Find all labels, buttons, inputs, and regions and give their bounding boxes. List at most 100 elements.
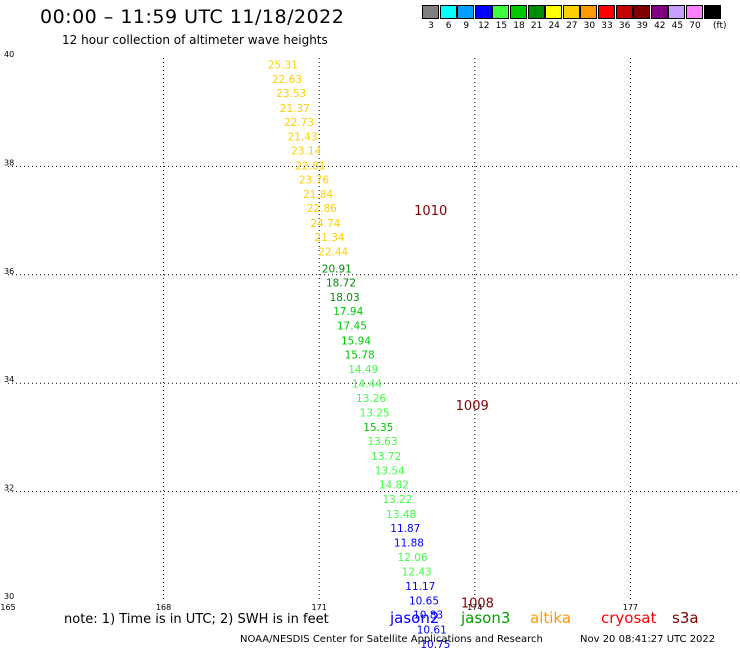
wave-height-value: 12.06 <box>398 552 428 564</box>
satellite-legend-jason2: jason2 <box>390 609 440 627</box>
wave-height-value: 21.43 <box>288 132 318 144</box>
wave-height-value: 10.83 <box>413 610 443 622</box>
wave-height-value: 13.63 <box>367 436 397 448</box>
lat-tick-label: 40 <box>4 50 14 59</box>
lat-tick-label: 36 <box>4 267 14 276</box>
page-title: 00:00 – 11:59 UTC 11/18/2022 <box>40 6 345 28</box>
wave-height-value: 21.34 <box>315 232 345 244</box>
color-scale-swatch <box>650 5 668 19</box>
lon-tick-label: 174 <box>467 603 482 612</box>
lat-tick-label: 38 <box>4 158 14 167</box>
footer-source: NOAA/NESDIS Center for Satellite Applica… <box>240 634 543 645</box>
wave-height-value: 25.31 <box>268 60 298 72</box>
page-subtitle: 12 hour collection of altimeter wave hei… <box>62 33 328 47</box>
color-scale-label: 27 <box>566 21 578 31</box>
pressure-label: 1008 <box>461 597 494 612</box>
satellite-legend-s3a: s3a <box>672 609 699 627</box>
color-scale-label: 6 <box>445 21 452 31</box>
wave-height-value: 14.49 <box>348 364 378 376</box>
wave-height-value: 22.81 <box>295 160 325 172</box>
wave-height-value: 11.88 <box>394 538 424 550</box>
color-scale-swatch <box>510 5 527 19</box>
color-scale-label: 9 <box>463 21 470 31</box>
color-scale-label: 42 <box>654 21 666 31</box>
satellite-legend-altika: altika <box>530 609 572 627</box>
wave-height-value: 21.84 <box>303 189 333 201</box>
wave-height-value: 13.25 <box>360 407 390 419</box>
wave-height-value: 22.63 <box>272 74 302 86</box>
color-scale-label: 33 <box>601 21 613 31</box>
color-scale-swatch <box>474 5 492 19</box>
wave-height-value: 15.35 <box>363 422 393 434</box>
color-scale-label: 45 <box>671 21 684 31</box>
wave-height-value: 23.14 <box>291 146 321 158</box>
lat-tick-label: 30 <box>4 592 14 601</box>
wave-height-value: 22.44 <box>318 246 348 258</box>
color-scale-swatch <box>562 5 580 19</box>
wave-height-value: 20.91 <box>322 263 352 275</box>
color-scale-swatch <box>615 5 633 19</box>
color-scale-swatch <box>439 5 457 19</box>
color-scale-swatch <box>633 5 651 19</box>
color-scale-swatch <box>527 5 545 19</box>
wave-height-track: 25.31 22.63 23.53 21.37 22.73 21.43 23.14 22.81… <box>268 60 451 650</box>
color-scale-label: 12 <box>478 21 490 31</box>
color-scale-swatch <box>580 5 598 19</box>
wave-height-value: 18.03 <box>330 292 360 304</box>
lat-tick-label: 32 <box>4 484 14 493</box>
pressure-label: 1010 <box>414 204 447 219</box>
wave-height-value: 10.65 <box>409 596 439 608</box>
color-scale-swatch <box>545 5 563 19</box>
wave-height-value: 14.44 <box>352 379 382 391</box>
wave-height-value: 13.54 <box>375 465 405 477</box>
color-scale-swatch <box>422 5 439 19</box>
color-scale-label: 39 <box>636 21 648 31</box>
color-scale-label: 3 <box>428 21 434 31</box>
lon-tick-label: 165 <box>0 603 15 612</box>
color-scale-swatch <box>598 5 615 19</box>
lat-tick-label: 34 <box>4 375 14 384</box>
satellite-legend-jason3: jason3 <box>461 609 511 627</box>
wave-height-value: 21.37 <box>280 103 310 115</box>
color-scale-swatch <box>668 5 686 19</box>
wave-height-value: 13.72 <box>371 451 401 463</box>
footer-timestamp: Nov 20 08:41:27 UTC 2022 <box>580 634 716 645</box>
wave-height-value: 11.87 <box>390 523 420 535</box>
wave-height-value: 18.72 <box>326 277 356 289</box>
lon-tick-label: 171 <box>312 603 327 612</box>
units-note: note: 1) Time is in UTC; 2) SWH is in fe… <box>64 612 329 627</box>
color-scale-swatch <box>457 5 475 19</box>
lon-tick-label: 177 <box>623 603 638 612</box>
wave-height-value: 24.74 <box>310 218 340 230</box>
wave-height-value: 23.53 <box>276 88 306 100</box>
pressure-labels: 1010 1009 1008 <box>414 204 494 612</box>
satellite-legend-cryosat: cryosat <box>601 609 657 627</box>
wave-height-value: 15.78 <box>345 349 375 361</box>
color-scale-swatch <box>703 5 721 19</box>
wave-height-value: 14.82 <box>379 480 409 492</box>
wave-height-value: 13.22 <box>382 494 412 506</box>
wave-height-value: 13.26 <box>356 393 386 405</box>
wave-height-value: 22.73 <box>284 117 314 129</box>
wave-height-value: 17.94 <box>333 306 363 318</box>
color-scale-label: 24 <box>548 21 560 31</box>
pressure-label: 1009 <box>456 399 489 414</box>
wave-height-value: 11.17 <box>405 581 435 593</box>
map-grid <box>8 58 740 600</box>
wave-height-value: 15.94 <box>341 335 371 347</box>
color-scale-label: 21 <box>530 21 543 31</box>
color-scale-label: 30 <box>583 21 596 31</box>
wave-height-value: 10.61 <box>417 624 447 636</box>
wave-height-value: 22.86 <box>307 203 337 215</box>
color-scale-label: 70 <box>689 21 701 31</box>
wave-height-value: 23.76 <box>299 174 329 186</box>
color-scale-unit: (ft) <box>713 21 727 31</box>
wave-height-value: 13.48 <box>386 509 416 521</box>
wave-height-value: 12.43 <box>402 566 432 578</box>
map-tick-labels: 40 38 36 34 32 30 165 168 171 174 177 <box>0 50 638 612</box>
color-scale-swatch <box>686 5 703 19</box>
wave-height-value: 17.45 <box>337 321 367 333</box>
color-scale-label: 36 <box>618 21 631 31</box>
color-scale-swatch <box>492 5 510 19</box>
